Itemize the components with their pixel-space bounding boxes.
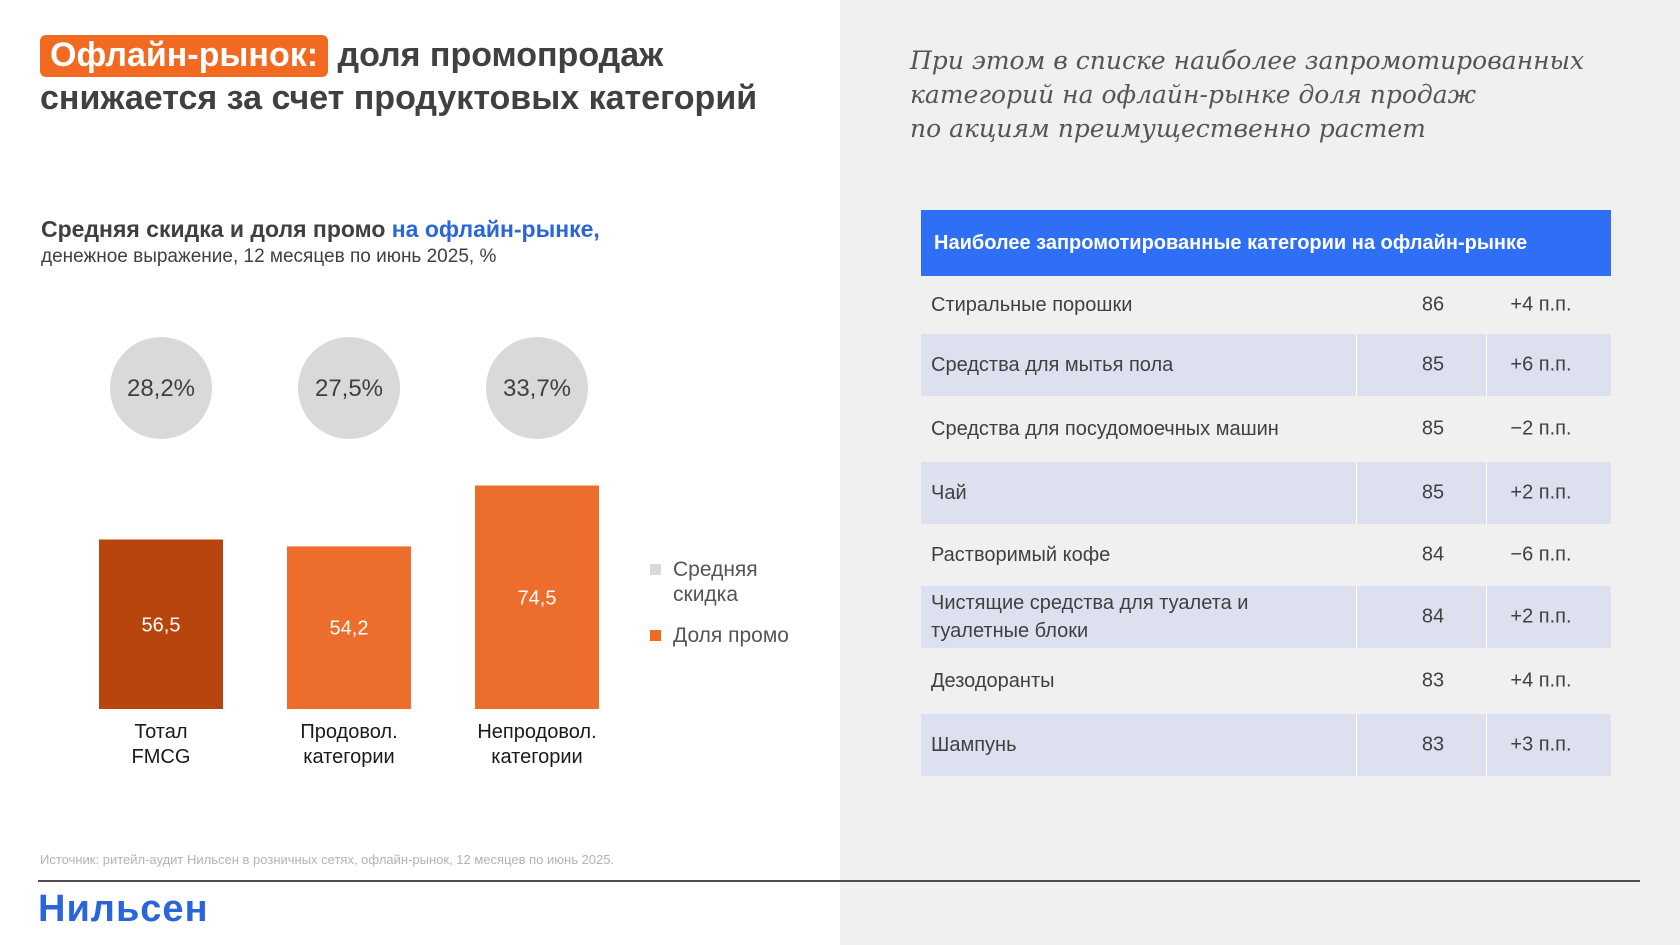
table-row: Средства для мытья пола 85 +6 п.п.	[921, 334, 1611, 396]
discount-circle	[298, 337, 400, 439]
column-divider	[1356, 586, 1357, 648]
change-value: +4 п.п.	[1510, 669, 1572, 692]
legend-item-promo: Доля промо	[650, 623, 789, 648]
column-divider	[1486, 462, 1487, 524]
category-label: Тотал	[134, 721, 187, 743]
promo-share-value: 86	[1421, 293, 1445, 316]
category-table: Стиральные порошки 86 +4 п.п. Средства для …	[921, 276, 1611, 776]
promo-share-value: 83	[1421, 733, 1445, 756]
change-value: +6 п.п.	[1510, 353, 1572, 376]
column-divider	[1486, 586, 1487, 648]
category-name: Чистящие средства для туалета и туалетны…	[931, 592, 1249, 642]
legend-label-line: скидка	[673, 583, 738, 606]
table-row: Чай 85 +2 п.п.	[921, 462, 1611, 524]
promo-share-value: 84	[1421, 543, 1445, 566]
promo-bar	[99, 539, 223, 709]
discount-circle	[486, 337, 588, 439]
legend-swatch-promo	[650, 630, 661, 641]
page-subtitle: При этом в списке наиболее запромотирова…	[910, 44, 1630, 146]
category-name: Растворимый кофе	[931, 544, 1111, 566]
category-label: Продовол.	[300, 721, 397, 743]
discount-circle	[110, 337, 212, 439]
brand-logo: Нильсен	[38, 888, 209, 930]
change-value: +3 п.п.	[1510, 733, 1572, 756]
bar-value-label: 74,5	[518, 587, 557, 609]
legend-label-promo: Доля промо	[673, 624, 789, 647]
category-name: Шампунь	[931, 734, 1017, 756]
category-label: Непродовол.	[477, 721, 596, 743]
column-divider	[1486, 334, 1487, 396]
promo-bar	[475, 485, 599, 709]
change-value: −6 п.п.	[1510, 543, 1572, 566]
category-label: категории	[303, 746, 394, 768]
table-row: Дезодоранты 83 +4 п.п.	[921, 648, 1611, 714]
page-title: Офлайн-рынок: доля промопродаж снижается…	[40, 34, 820, 120]
title-tag: Офлайн-рынок:	[40, 35, 329, 77]
promo-share-value: 83	[1421, 669, 1445, 692]
change-value: +4 п.п.	[1510, 293, 1572, 316]
category-label: категории	[491, 746, 582, 768]
column-divider	[1486, 714, 1487, 776]
title-text: доля промопродаж снижается за счет проду…	[40, 36, 758, 117]
category-name: Дезодоранты	[931, 670, 1055, 692]
category-name: Средства для мытья пола	[931, 354, 1174, 376]
subtitle-line: по акциям преимущественно растет	[910, 114, 1426, 143]
bar-chart: 28,2% 56,5 Тотал FMCG 27,5% 54,2 Продовол. кате…	[99, 337, 599, 768]
discount-label: 28,2%	[127, 375, 195, 402]
column-divider	[1356, 462, 1357, 524]
promo-share-value: 85	[1421, 417, 1445, 440]
legend-item-discount: Средняя скидка	[650, 557, 758, 607]
chart-subtitle: денежное выражение, 12 месяцев по июнь 2…	[41, 246, 497, 267]
promo-bar	[287, 546, 411, 709]
bar-value-label: 54,2	[330, 618, 369, 640]
footer-divider	[38, 880, 1640, 882]
table-row: Стиральные порошки 86 +4 п.п.	[921, 276, 1611, 334]
category-name: Стиральные порошки	[931, 294, 1133, 316]
legend-label-discount: Средняя скидка	[673, 557, 758, 607]
change-value: +2 п.п.	[1510, 481, 1572, 504]
chart-title: Средняя скидка и доля промо на офлайн-ры…	[41, 216, 600, 243]
column-divider	[1356, 334, 1357, 396]
chart-title-main: Средняя скидка и доля промо	[41, 216, 392, 242]
legend-swatch-discount	[650, 564, 661, 575]
table-row: Средства для посудомоечных машин 85 −2 п.п…	[921, 396, 1611, 462]
discount-label: 33,7%	[503, 375, 571, 402]
legend-label-line: Средняя	[673, 558, 758, 581]
category-label: FMCG	[132, 746, 191, 768]
column-divider	[1356, 714, 1357, 776]
bar-value-label: 56,5	[142, 614, 181, 636]
promo-share-value: 84	[1421, 605, 1445, 628]
subtitle-line: категорий на офлайн-рынке доля продаж	[910, 80, 1477, 109]
promo-share-value: 85	[1421, 353, 1445, 376]
change-value: +2 п.п.	[1510, 605, 1572, 628]
table-header: Наиболее запромотированные категории на …	[921, 210, 1611, 276]
table-row: Растворимый кофе 84 −6 п.п.	[921, 524, 1611, 586]
subtitle-line: При этом в списке наиболее запромотирова…	[910, 46, 1585, 75]
table-row: Шампунь 83 +3 п.п.	[921, 714, 1611, 776]
source-note: Источник: ритейл-аудит Нильсен в розничн…	[40, 852, 615, 867]
change-value: −2 п.п.	[1510, 417, 1572, 440]
promo-share-value: 85	[1421, 481, 1445, 504]
discount-label: 27,5%	[315, 375, 383, 402]
chart-title-highlight: на офлайн-рынке,	[391, 216, 600, 242]
category-name: Средства для посудомоечных машин	[931, 418, 1279, 440]
table-row: Чистящие средства для туалета и туалетны…	[921, 586, 1611, 648]
category-name: Чай	[931, 482, 967, 504]
